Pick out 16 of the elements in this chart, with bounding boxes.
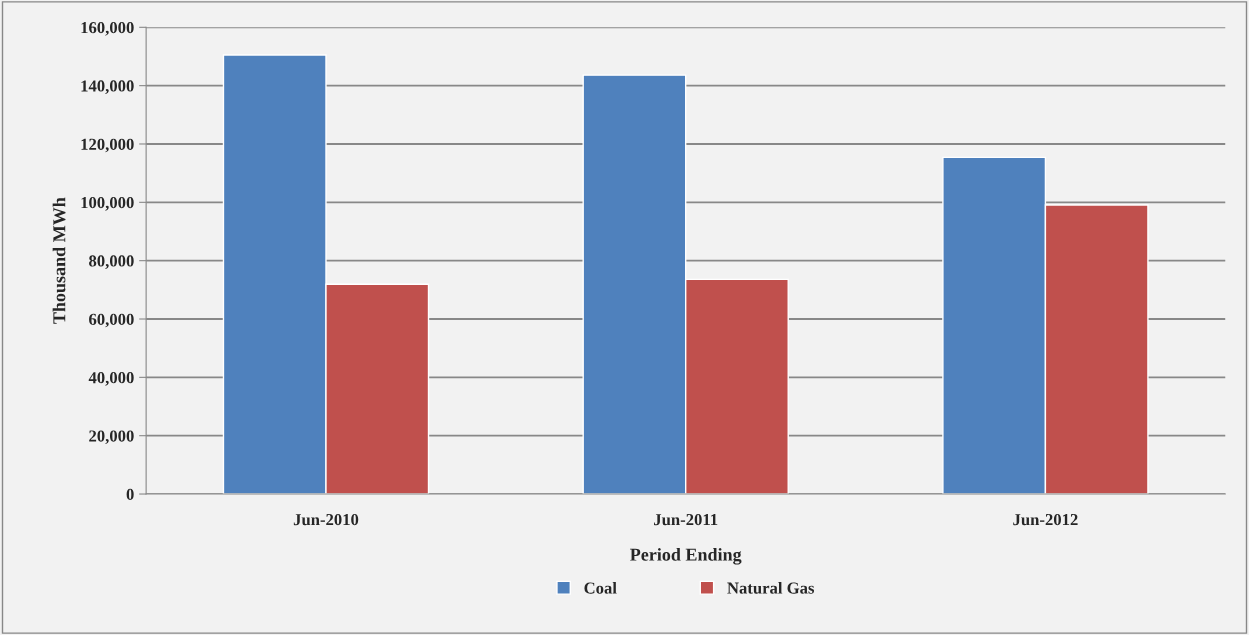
x-tick-label: Jun-2011 <box>654 513 718 526</box>
y-tick-label: 160,000 <box>81 22 134 36</box>
y-tick-label: 80,000 <box>89 255 134 270</box>
legend-label: Natural Gas <box>727 581 815 594</box>
y-tick-label: 40,000 <box>88 372 134 386</box>
y-tick-label: 120,000 <box>81 138 134 153</box>
x-tick-label: Jun-2010 <box>293 513 359 526</box>
legend-label: Coal <box>584 581 617 594</box>
y-tick-label: 140,000 <box>81 80 134 95</box>
y-tick-label: 20,000 <box>89 430 134 445</box>
x-tick-label: Jun-2012 <box>1013 513 1078 526</box>
y-tick-label: 60,000 <box>89 313 134 328</box>
x-axis-title: Period Ending <box>630 548 742 565</box>
y-tick-label: 0 <box>126 488 134 500</box>
y-axis-title: Thousand MWh <box>52 197 66 324</box>
y-tick-label: 100,000 <box>81 197 134 211</box>
